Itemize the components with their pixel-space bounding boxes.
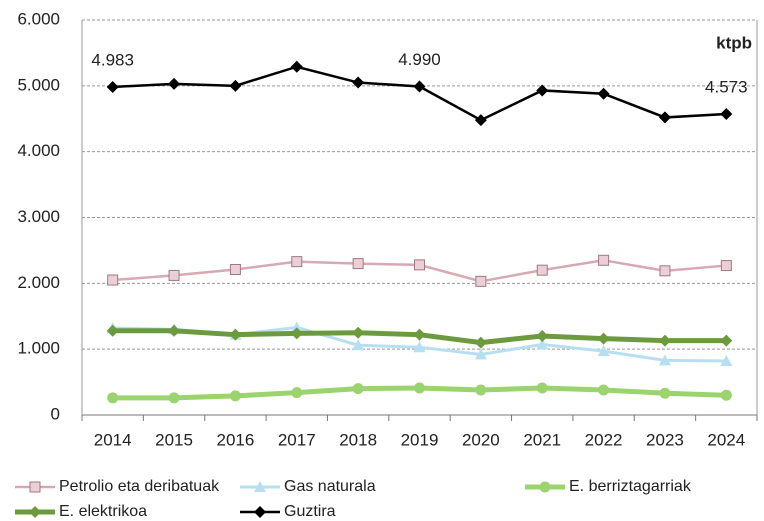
data-point [168, 77, 181, 90]
y-tick-label: 0 [51, 404, 60, 423]
x-tick-label: 2021 [523, 430, 561, 449]
data-point [659, 265, 671, 277]
data-point [229, 79, 242, 92]
data-point [598, 254, 610, 266]
legend-marker [254, 481, 266, 492]
data-point [291, 256, 303, 268]
data-point [474, 348, 487, 360]
data-point [414, 259, 425, 271]
data-point [168, 269, 180, 281]
legend-marker [254, 506, 266, 518]
data-point [720, 389, 732, 401]
data-point [597, 332, 610, 345]
data-point [413, 328, 426, 341]
data-label: 4.990 [398, 50, 441, 69]
unit-label: ktpb [716, 33, 752, 52]
x-tick-label: 2014 [94, 430, 132, 449]
data-point [413, 341, 426, 353]
y-tick-label: 3.000 [17, 207, 60, 226]
data-point [536, 84, 549, 97]
data-point [352, 76, 365, 89]
data-point [474, 114, 487, 127]
legend-text: E. elektrikoa [59, 503, 147, 520]
data-point [352, 383, 364, 395]
y-tick-label: 5.000 [17, 75, 60, 94]
data-label: 4.983 [91, 50, 134, 69]
data-point [352, 258, 364, 270]
series-line [112, 65, 727, 122]
data-point [414, 382, 425, 394]
data-point [290, 327, 303, 340]
y-tick-label: 4.000 [17, 141, 60, 160]
data-label: 4.573 [705, 77, 748, 96]
data-point [658, 111, 671, 124]
data-point [720, 260, 732, 272]
data-point [658, 354, 671, 366]
data-point [536, 330, 549, 342]
data-point [475, 275, 487, 287]
data-point [720, 355, 733, 367]
data-point [290, 60, 303, 73]
data-point [475, 384, 487, 396]
data-point [168, 324, 181, 337]
data-point [168, 392, 180, 404]
data-point [107, 392, 119, 404]
legend-marker [29, 481, 41, 493]
data-point [597, 345, 610, 357]
data-point [536, 382, 548, 394]
y-tick-label: 2.000 [17, 273, 60, 292]
y-tick-label: 6.000 [17, 9, 60, 28]
x-tick-label: 2016 [216, 430, 254, 449]
data-point [291, 387, 303, 399]
data-point [106, 80, 119, 93]
data-point [229, 264, 241, 276]
x-tick-label: 2019 [401, 430, 439, 449]
data-point [720, 107, 733, 120]
x-tick-label: 2018 [339, 430, 377, 449]
data-point [352, 339, 365, 351]
x-tick-label: 2017 [278, 430, 316, 449]
data-point [659, 387, 671, 399]
x-tick-label: 2023 [646, 430, 684, 449]
legend-marker [29, 506, 41, 518]
y-tick-label: 1.000 [17, 339, 60, 358]
data-point [474, 336, 487, 349]
legend-text: E. berriztagarriak [569, 478, 692, 495]
data-point [720, 334, 733, 347]
data-point [598, 384, 610, 396]
data-point [413, 80, 426, 93]
x-tick-label: 2020 [462, 430, 500, 449]
legend-text: Gas naturala [284, 478, 376, 495]
legend-text: Guztira [284, 503, 336, 520]
x-tick-label: 2022 [585, 430, 623, 449]
data-point [106, 324, 119, 337]
data-point [352, 326, 365, 339]
data-point [229, 390, 241, 402]
data-point [107, 274, 119, 286]
data-point [658, 334, 671, 347]
data-point [536, 338, 549, 350]
data-point [597, 87, 610, 100]
legend-text: Petrolio eta deribatuak [59, 478, 220, 495]
x-tick-label: 2015 [155, 430, 193, 449]
data-point [536, 264, 548, 276]
x-tick-label: 2024 [707, 430, 745, 449]
data-point [229, 328, 242, 341]
legend-marker [539, 481, 551, 493]
data-point [290, 321, 303, 333]
